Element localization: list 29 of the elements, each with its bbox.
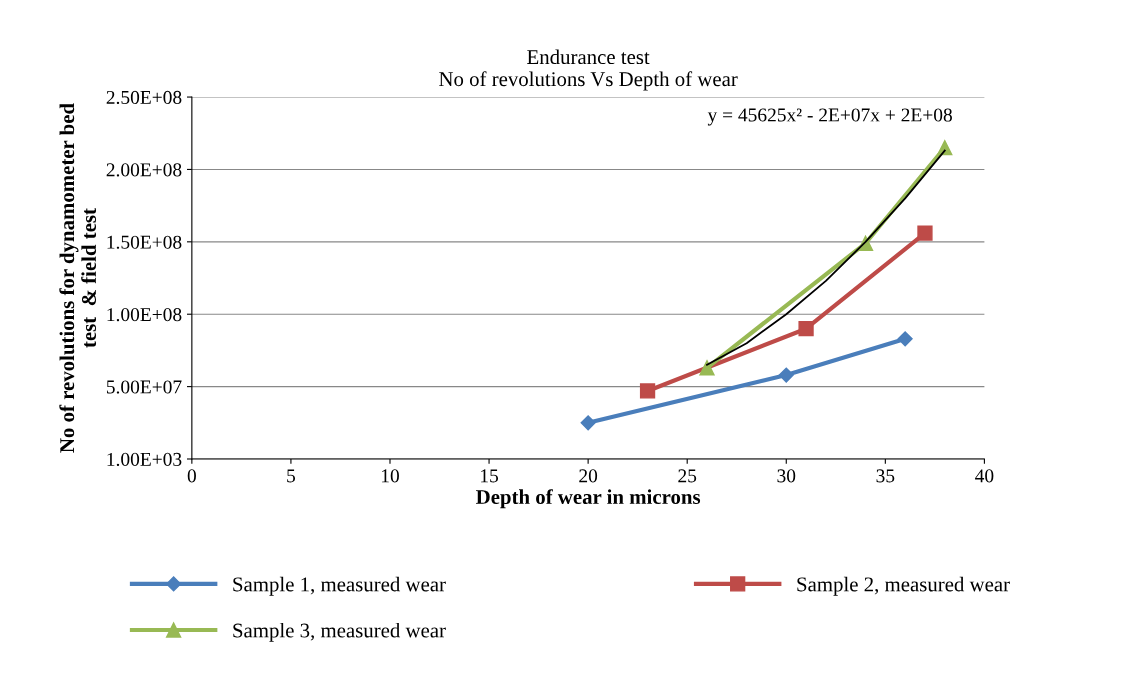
x-tick-label: 25	[678, 469, 697, 483]
x-axis-title: Depth of wear in microns	[476, 489, 701, 509]
x-tick-label: 35	[876, 469, 895, 483]
x-tick-label: 40	[975, 469, 994, 483]
point	[580, 415, 596, 431]
y-tick-label: 5.00E+07	[106, 380, 182, 394]
y-tick-label: 1.00E+03	[107, 452, 182, 467]
x-tick-label: 30	[777, 469, 796, 483]
point	[897, 331, 913, 347]
y-axis-title: No of revolutions for dynamometer bed test & field test	[59, 103, 97, 453]
y-tick-label: 2.00E+08	[106, 163, 182, 177]
legend-label: Sample 3, measured wear	[233, 622, 446, 642]
point	[798, 321, 814, 337]
legend-label: Sample 1, measured wear	[233, 576, 446, 596]
chart-title: Endurance test No of revolutions Vs Depth of wear	[439, 49, 738, 91]
x-tick-label: 15	[481, 469, 499, 483]
x-tick-label: 10	[381, 469, 399, 483]
point	[639, 383, 656, 399]
x-tick-label: 5	[287, 469, 296, 483]
y-tick-label: 1.00E+08	[107, 308, 182, 322]
annotation: y = 45625x² - 2E+07x + 2E+08	[707, 108, 952, 126]
point	[699, 360, 715, 376]
x-tick-label: 20	[579, 469, 598, 483]
point	[917, 225, 933, 241]
y-tick-label: 1.50E+08	[107, 235, 182, 249]
legend-label: Sample 2, measured wear	[797, 576, 1010, 596]
y-tick-label: 2.50E+08	[106, 90, 182, 105]
point	[778, 367, 794, 383]
x-tick-label: 0	[187, 469, 196, 483]
